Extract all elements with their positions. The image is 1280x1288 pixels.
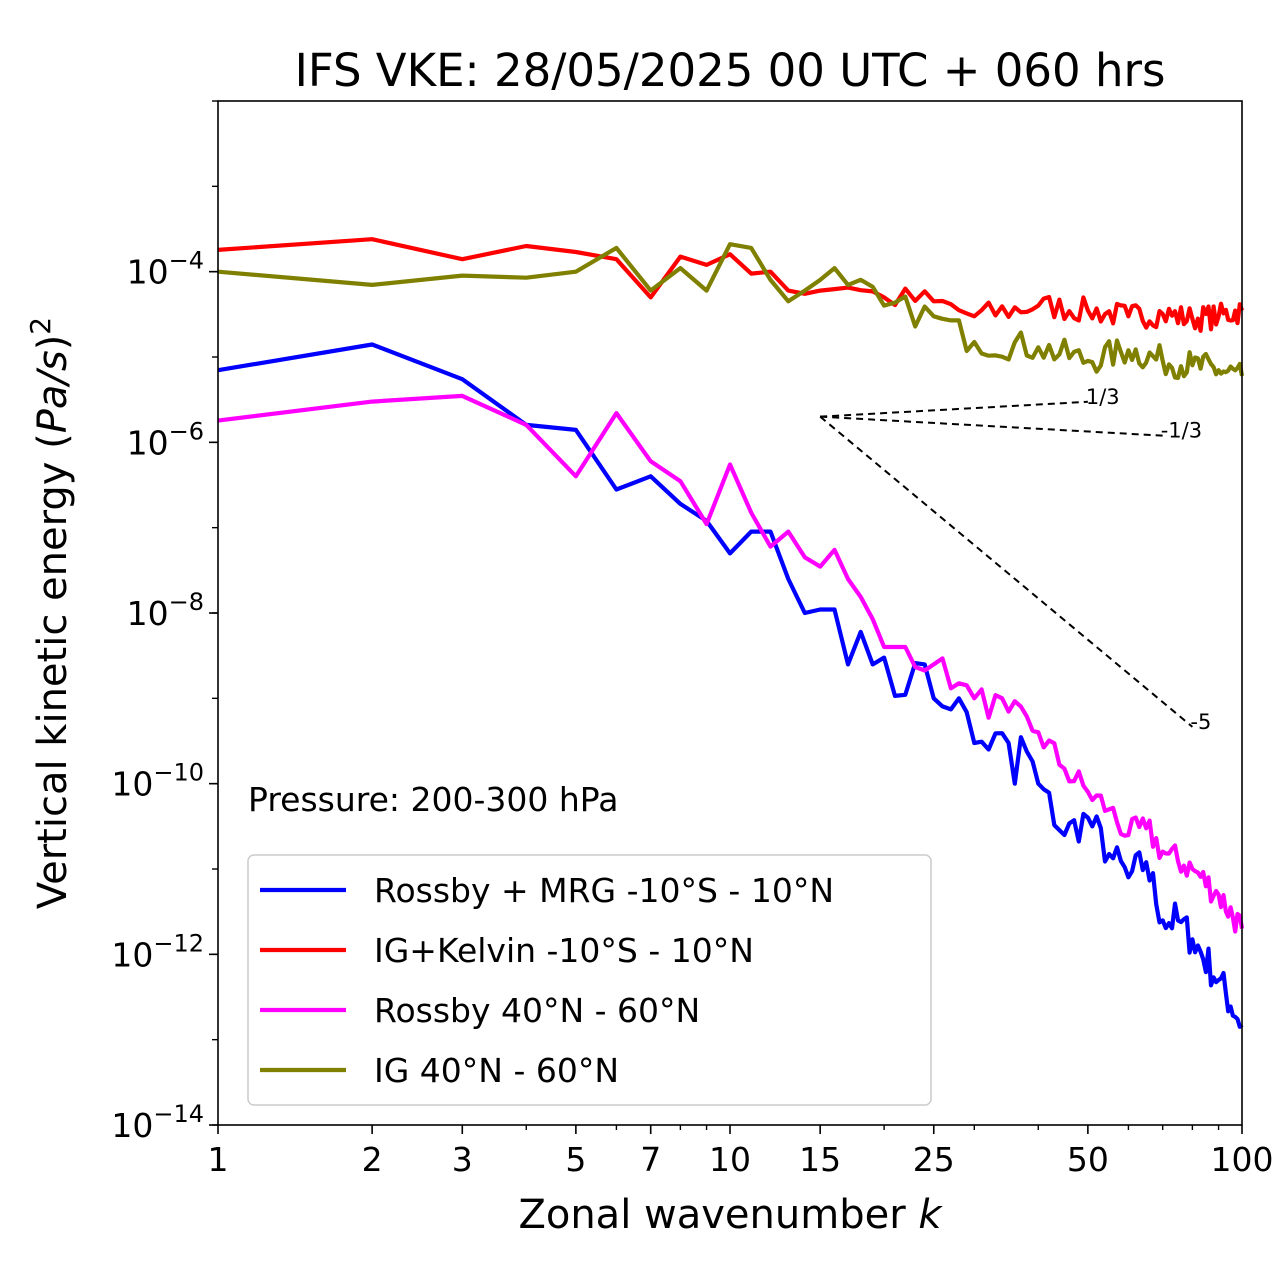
y-axis-label-variable: Pa/s bbox=[30, 350, 76, 433]
x-tick-label: 15 bbox=[799, 1140, 841, 1179]
reference-line-label-1: 1/3 bbox=[1086, 385, 1120, 409]
x-tick-label: 10 bbox=[709, 1140, 751, 1179]
y-axis-label-close: ) bbox=[30, 335, 76, 351]
x-tick-label: 25 bbox=[913, 1140, 955, 1179]
y-tick-label: 10−12 bbox=[111, 929, 204, 974]
y-axis-label: Vertical kinetic energy (Pa/s)2 bbox=[24, 317, 76, 909]
x-axis: 1 2 3 5 7 10 15 25 50 100 bbox=[208, 1125, 1274, 1179]
x-axis-label-variable: k bbox=[918, 1192, 943, 1238]
reference-line-3 bbox=[819, 415, 1194, 728]
x-axis-label: Zonal wavenumber k bbox=[518, 1192, 943, 1238]
series-line-1 bbox=[217, 342, 1244, 1029]
x-tick-label: 2 bbox=[362, 1140, 383, 1179]
y-tick-label: 10−4 bbox=[127, 247, 204, 292]
x-tick-label: 50 bbox=[1067, 1140, 1109, 1179]
chart-title: IFS VKE: 28/05/2025 00 UTC + 060 hrs bbox=[295, 44, 1166, 97]
series-line-4 bbox=[217, 242, 1245, 380]
y-axis-label-main: Vertical kinetic energy ( bbox=[30, 433, 76, 909]
legend-label-2: IG+Kelvin -10°S - 10°N bbox=[374, 931, 754, 970]
reference-line-1 bbox=[820, 400, 1088, 418]
reference-line-2 bbox=[820, 415, 1163, 437]
legend-label-1: Rossby + MRG -10°S - 10°N bbox=[374, 871, 834, 910]
legend-label-3: Rossby 40°N - 60°N bbox=[374, 991, 700, 1030]
y-axis: 10−14 10−12 10−10 10−8 10−6 10−4 bbox=[111, 100, 218, 1145]
x-tick-label: 1 bbox=[208, 1140, 229, 1179]
x-tick-label: 3 bbox=[452, 1140, 473, 1179]
y-tick-label: 10−14 bbox=[111, 1100, 204, 1145]
x-tick-label: 7 bbox=[640, 1140, 661, 1179]
reference-line-label-3: -5 bbox=[1190, 710, 1211, 734]
legend-box bbox=[247, 854, 932, 1106]
reference-lines: 1/3 -1/3 -5 bbox=[819, 385, 1211, 734]
pressure-annotation: Pressure: 200-300 hPa bbox=[248, 780, 618, 819]
x-tick-label: 5 bbox=[565, 1140, 586, 1179]
series-lines bbox=[217, 237, 1245, 1029]
reference-line-label-2: -1/3 bbox=[1161, 419, 1202, 443]
legend: Rossby + MRG -10°S - 10°N IG+Kelvin -10°S… bbox=[247, 854, 932, 1106]
y-tick-label: 10−10 bbox=[111, 759, 204, 804]
legend-label-4: IG 40°N - 60°N bbox=[374, 1051, 619, 1090]
y-tick-label: 10−8 bbox=[127, 588, 204, 633]
series-line-2 bbox=[217, 237, 1244, 333]
y-tick-label: 10−6 bbox=[127, 417, 204, 462]
x-tick-label: 100 bbox=[1211, 1140, 1274, 1179]
x-axis-label-main: Zonal wavenumber bbox=[518, 1192, 918, 1238]
series-line-3 bbox=[217, 393, 1245, 934]
y-axis-label-exponent: 2 bbox=[24, 317, 57, 335]
